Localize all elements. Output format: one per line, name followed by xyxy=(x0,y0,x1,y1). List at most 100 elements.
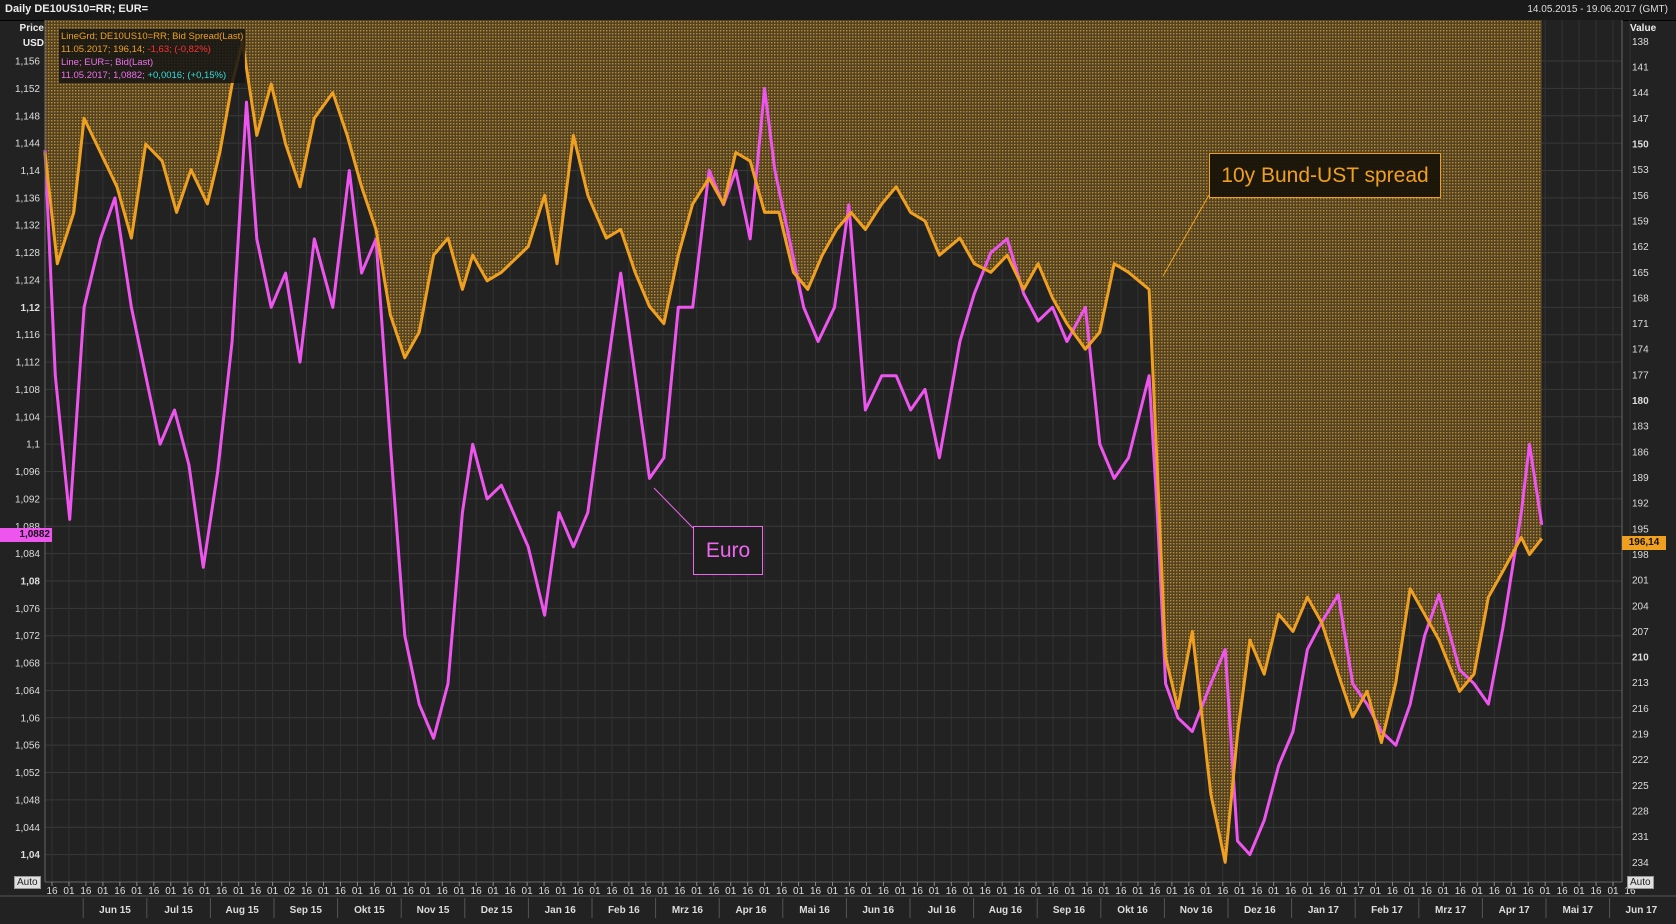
right-tick-label: 153 xyxy=(1632,165,1649,176)
x-tick-day-label: 01 xyxy=(420,886,432,897)
x-tick-month-label: Nov 15 xyxy=(417,905,450,916)
legend: LineGrd; DE10US10=RR; Bid Spread(Last) 1… xyxy=(59,29,246,83)
left-axis-title-price: Price xyxy=(20,23,45,34)
x-tick-day-label: 16 xyxy=(1115,886,1127,897)
x-tick-day-label: 16 xyxy=(912,886,924,897)
right-tick-label: 165 xyxy=(1632,268,1649,279)
x-tick-day-label: 16 xyxy=(335,886,347,897)
x-tick-day-label: 01 xyxy=(522,886,534,897)
x-tick-month-label: Jan 16 xyxy=(545,905,577,916)
x-tick-day-label: 01 xyxy=(1166,886,1178,897)
x-tick-day-label: 16 xyxy=(1557,886,1569,897)
x-tick-day-label: 16 xyxy=(1455,886,1467,897)
x-tick-day-label: 16 xyxy=(1183,886,1195,897)
left-tick-label: 1,116 xyxy=(16,330,41,341)
left-tick-label: 1,132 xyxy=(15,221,40,232)
x-tick-month-label: Apr 16 xyxy=(735,905,767,916)
x-tick-day-label: 01 xyxy=(488,886,500,897)
chart-title: Daily DE10US10=RR; EUR= xyxy=(5,3,149,15)
x-tick-day-label: 16 xyxy=(776,886,788,897)
left-tick-label: 1,14 xyxy=(21,166,41,177)
x-tick-day-label: 16 xyxy=(946,886,958,897)
x-tick-day-label: 01 xyxy=(1370,886,1382,897)
legend-eur-change: +0,0016; (+0,15%) xyxy=(147,70,227,81)
x-tick-day-label: 01 xyxy=(861,886,873,897)
x-tick-day-label: 01 xyxy=(963,886,975,897)
x-tick-day-label: 01 xyxy=(997,886,1009,897)
x-tick-day-label: 01 xyxy=(1472,886,1484,897)
left-tick-label: 1,128 xyxy=(15,248,40,259)
x-tick-month-label: Jun 15 xyxy=(99,905,131,916)
x-tick-month-label: Dez 16 xyxy=(1244,905,1276,916)
left-tick-label: 1,136 xyxy=(15,193,40,204)
right-tick-label: 225 xyxy=(1632,781,1649,792)
x-tick-day-label: 01 xyxy=(691,886,703,897)
axes xyxy=(0,20,1676,897)
left-tick-label: 1,06 xyxy=(21,713,41,724)
x-tick-day-label: 01 xyxy=(318,886,330,897)
right-tick-label: 162 xyxy=(1632,242,1649,253)
x-tick-day-label: 01 xyxy=(725,886,737,897)
x-tick-day-label: 01 xyxy=(267,886,279,897)
legend-spread-change: -1,63; (-0,82%) xyxy=(147,44,211,55)
x-tick-day-label: 16 xyxy=(1048,886,1060,897)
legend-eur-values-prefix: 11.05.2017; 1,0882; xyxy=(61,70,145,81)
x-tick-day-label: 01 xyxy=(1540,886,1552,897)
right-tick-label: 210 xyxy=(1632,653,1649,664)
x-tick-day-label: 16 xyxy=(606,886,618,897)
left-tick-label: 1,04 xyxy=(21,850,41,861)
spread-last-value-tag: 196,14 xyxy=(1622,536,1666,550)
x-tick-month-label: Mai 17 xyxy=(1563,905,1594,916)
x-tick-day-label: 01 xyxy=(1098,886,1110,897)
right-tick-label: 180 xyxy=(1632,396,1649,407)
left-axis-ticks: 1,04 1,044 1,048 1,052 1,056 1,06 1,064 1,068 1,… xyxy=(15,57,40,862)
x-tick-day-label: 16 xyxy=(742,886,754,897)
x-tick-month-label: Sep 15 xyxy=(290,905,323,916)
x-tick-day-label: 01 xyxy=(657,886,669,897)
x-tick-day-label: 01 xyxy=(1438,886,1450,897)
x-tick-day-label: 01 xyxy=(827,886,839,897)
right-tick-label: 231 xyxy=(1632,832,1649,843)
right-tick-label: 198 xyxy=(1632,550,1649,561)
x-tick-day-label: 01 xyxy=(199,886,211,897)
x-tick-day-label: 01 xyxy=(454,886,466,897)
right-tick-label: 189 xyxy=(1632,473,1649,484)
left-tick-label: 1,068 xyxy=(15,659,40,670)
x-tick-month-label: Feb 17 xyxy=(1371,905,1403,916)
x-tick-day-label: 01 xyxy=(589,886,601,897)
x-tick-day-label: 01 xyxy=(1336,886,1348,897)
x-tick-day-label: 16 xyxy=(1523,886,1535,897)
left-tick-label: 1,108 xyxy=(15,385,40,396)
right-tick-label: 171 xyxy=(1632,319,1649,330)
x-tick-day-label: 01 xyxy=(929,886,941,897)
left-axis-auto-button[interactable]: Auto xyxy=(14,876,41,889)
x-tick-day-label: 02 xyxy=(284,886,296,897)
right-axis-auto-button[interactable]: Auto xyxy=(1627,876,1654,889)
x-tick-day-label: 01 xyxy=(1031,886,1043,897)
x-tick-day-label: 01 xyxy=(895,886,907,897)
x-tick-day-label: 01 xyxy=(1574,886,1586,897)
legend-spread-values: 11.05.2017; 196,14; -1,63; (-0,82%) xyxy=(61,43,243,56)
left-tick-label: 1,088 xyxy=(15,522,40,533)
x-tick-day-label: 16 xyxy=(1014,886,1026,897)
right-axis-title: Value xyxy=(1630,23,1657,34)
right-tick-label: 174 xyxy=(1632,345,1649,356)
x-tick-month-label: Okt 15 xyxy=(354,905,385,916)
left-tick-label: 1,12 xyxy=(21,303,41,314)
x-tick-day-label: 01 xyxy=(623,886,635,897)
x-tick-day-label: 16 xyxy=(1285,886,1297,897)
euro-annotation-label[interactable]: Euro xyxy=(693,526,763,575)
x-tick-day-label: 16 xyxy=(980,886,992,897)
left-tick-label: 1,112 xyxy=(16,358,41,369)
right-tick-label: 138 xyxy=(1632,37,1649,48)
right-tick-label: 213 xyxy=(1632,678,1649,689)
x-tick-month-label: Mai 16 xyxy=(799,905,830,916)
x-tick-day-label: 16 xyxy=(1421,886,1433,897)
left-tick-label: 1,104 xyxy=(15,412,40,423)
right-tick-label: 156 xyxy=(1632,191,1649,202)
x-tick-day-label: 01 xyxy=(1268,886,1280,897)
x-tick-month-label: Aug 15 xyxy=(226,905,260,916)
x-tick-day-label: 16 xyxy=(403,886,415,897)
spread-annotation-label[interactable]: 10y Bund-UST spread xyxy=(1209,153,1441,198)
